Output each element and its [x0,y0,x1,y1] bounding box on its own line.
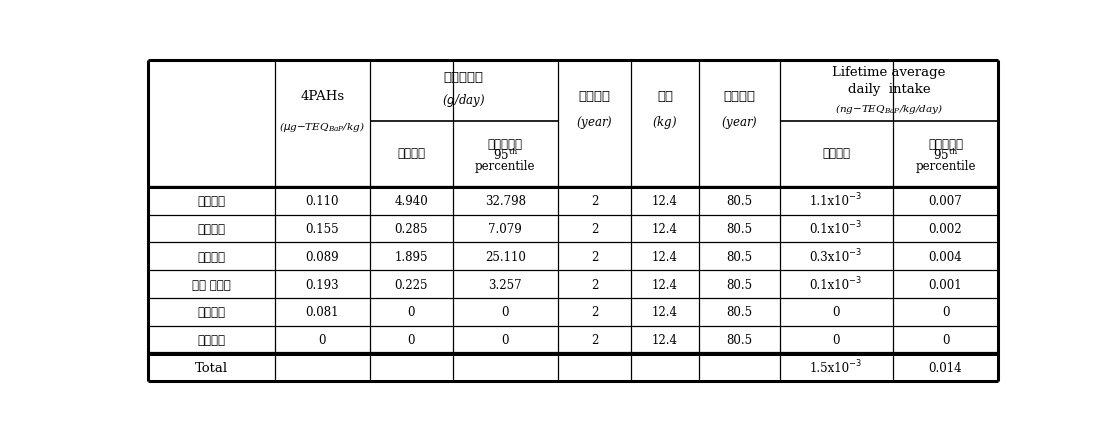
Text: 0.089: 0.089 [305,250,339,263]
Text: 1.1x10: 1.1x10 [810,195,849,208]
Text: 0.285: 0.285 [394,223,428,236]
Text: 훈제오리: 훈제오리 [197,223,225,236]
Text: Total: Total [195,361,228,374]
Text: 12.4: 12.4 [652,223,678,236]
Text: 12.4: 12.4 [652,278,678,291]
Text: 0.3x10: 0.3x10 [809,250,850,263]
Text: 12.4: 12.4 [652,250,678,263]
Text: 전체집단: 전체집단 [397,147,426,160]
Text: 2: 2 [590,278,598,291]
Text: 0.014: 0.014 [929,361,962,374]
Text: ($\mu$g$-$TEQ$_{\mathregular{BaP}}$/kg): ($\mu$g$-$TEQ$_{\mathregular{BaP}}$/kg) [280,120,365,134]
Text: 1.895: 1.895 [394,250,428,263]
Text: 전체집단의: 전체집단의 [488,138,522,151]
Text: $^{-3}$: $^{-3}$ [849,220,862,233]
Text: 0.110: 0.110 [305,195,339,208]
Text: 0: 0 [319,333,326,346]
Text: 0.193: 0.193 [305,278,339,291]
Text: 2: 2 [590,223,598,236]
Text: 훈제돈육: 훈제돈육 [197,250,225,263]
Text: Lifetime average: Lifetime average [832,66,946,79]
Text: 4PAHs: 4PAHs [300,90,344,103]
Text: ($\mathregular{year}$): ($\mathregular{year}$) [576,113,613,130]
Text: 0: 0 [941,333,949,346]
Text: 4.940: 4.940 [394,195,428,208]
Text: ($\mathregular{kg}$): ($\mathregular{kg}$) [653,113,677,130]
Text: 80.5: 80.5 [726,250,752,263]
Text: 80.5: 80.5 [726,223,752,236]
Text: $^{-3}$: $^{-3}$ [849,192,862,205]
Text: 95$^{\mathregular{th}}$: 95$^{\mathregular{th}}$ [932,147,958,162]
Text: 전체집단의: 전체집단의 [928,138,962,151]
Text: 훈제참치: 훈제참치 [197,333,225,346]
Text: 0.007: 0.007 [929,195,962,208]
Text: 0.1x10: 0.1x10 [809,223,850,236]
Text: 체중: 체중 [657,90,673,103]
Text: 32.798: 32.798 [485,195,526,208]
Text: 노출기간: 노출기간 [578,90,610,103]
Text: 0: 0 [832,306,840,319]
Text: 2: 2 [590,306,598,319]
Text: 1.5x10: 1.5x10 [809,361,850,374]
Text: 25.110: 25.110 [485,250,526,263]
Text: 80.5: 80.5 [726,333,752,346]
Text: 0.081: 0.081 [305,306,339,319]
Text: 0: 0 [408,306,414,319]
Text: 0.225: 0.225 [394,278,428,291]
Text: 0: 0 [501,333,509,346]
Text: $^{-3}$: $^{-3}$ [849,247,862,261]
Text: 전체집단: 전체집단 [822,147,850,160]
Text: 3.257: 3.257 [488,278,522,291]
Text: $^{-3}$: $^{-3}$ [849,358,862,371]
Text: 2: 2 [590,250,598,263]
Text: percentile: percentile [475,159,536,173]
Text: 0.1x10: 0.1x10 [809,278,850,291]
Text: $^{-3}$: $^{-3}$ [849,276,862,288]
Text: ($\mathregular{year}$): ($\mathregular{year}$) [721,113,758,130]
Text: 평균수명: 평균수명 [723,90,755,103]
Text: 0.001: 0.001 [929,278,962,291]
Text: 훈제치킨: 훈제치킨 [197,195,225,208]
Text: ($g$/day): ($g$/day) [442,92,486,109]
Text: 0: 0 [501,306,509,319]
Text: 2: 2 [590,195,598,208]
Text: 12.4: 12.4 [652,195,678,208]
Text: 2: 2 [590,333,598,346]
Text: 0.004: 0.004 [929,250,962,263]
Text: 95$^{\mathregular{th}}$: 95$^{\mathregular{th}}$ [492,147,518,162]
Text: 훈제 베이켈: 훈제 베이켈 [192,278,231,291]
Text: daily  intake: daily intake [848,82,930,95]
Text: 훈제연어: 훈제연어 [197,306,225,319]
Text: (ng$-$TEQ$_{\mathregular{BaP}}$/kg/day): (ng$-$TEQ$_{\mathregular{BaP}}$/kg/day) [834,102,944,116]
Text: 7.079: 7.079 [488,223,522,236]
Text: 80.5: 80.5 [726,278,752,291]
Text: 0: 0 [941,306,949,319]
Text: 식품섭취량: 식품섭취량 [443,71,483,84]
Text: 80.5: 80.5 [726,306,752,319]
Text: 0: 0 [832,333,840,346]
Text: 0.155: 0.155 [305,223,339,236]
Text: 0.002: 0.002 [929,223,962,236]
Text: 0: 0 [408,333,414,346]
Text: 12.4: 12.4 [652,306,678,319]
Text: 12.4: 12.4 [652,333,678,346]
Text: percentile: percentile [916,159,976,173]
Text: 80.5: 80.5 [726,195,752,208]
